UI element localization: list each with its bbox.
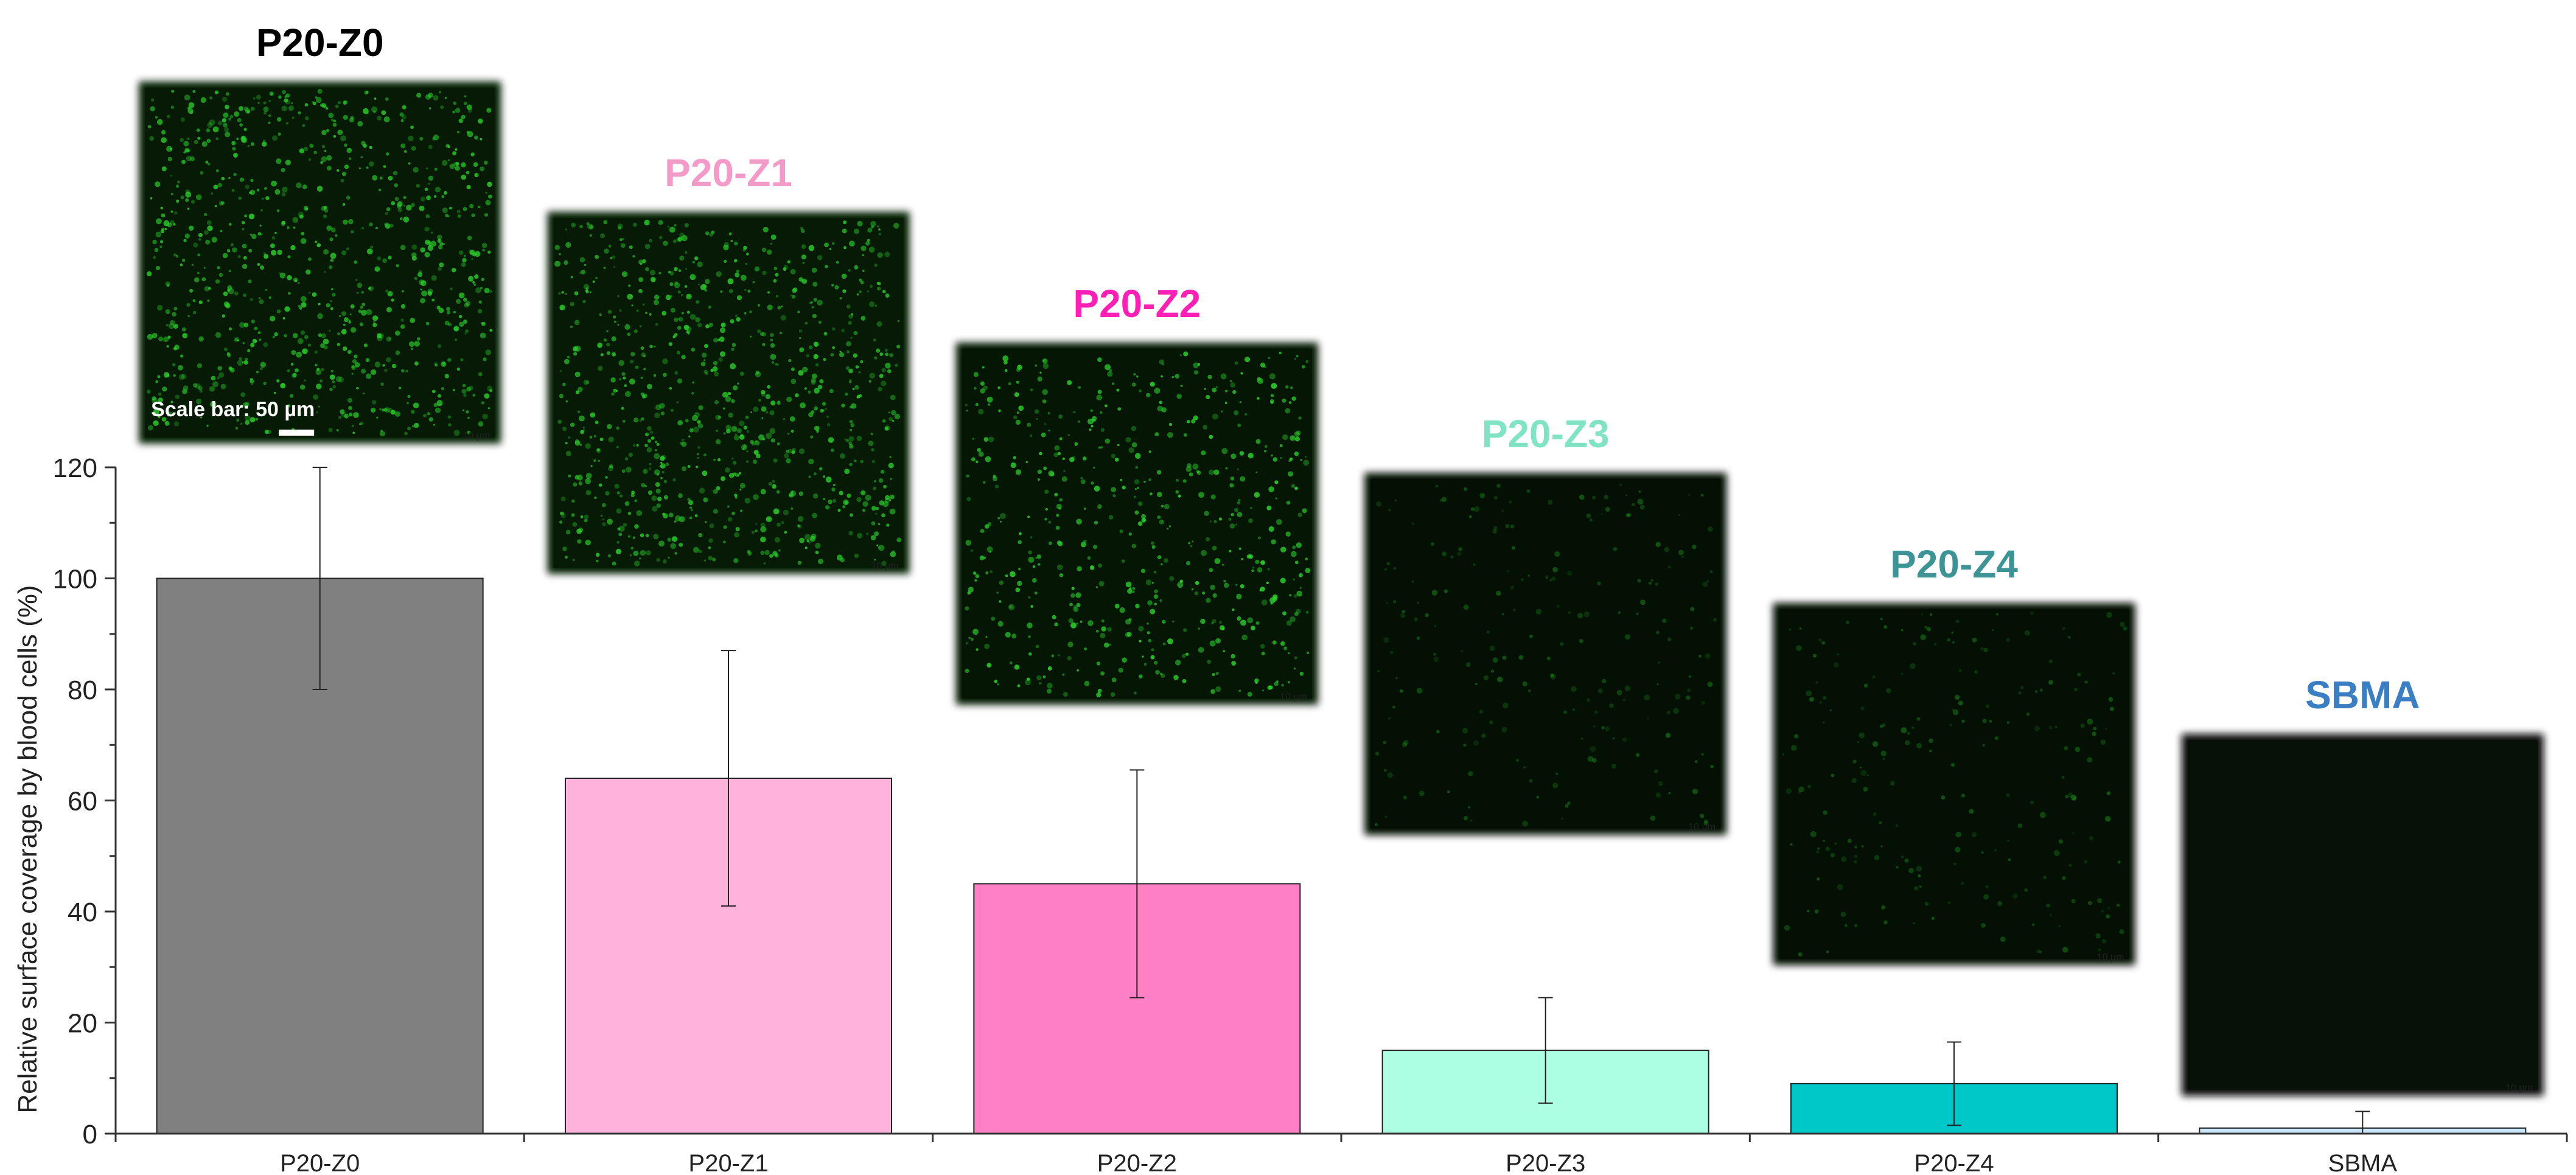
error-bar-p20-z1 [721,650,736,907]
y-axis-label: Relative surface coverage by blood cells… [13,585,43,1113]
y-tick-label: 20 [68,1009,97,1039]
micrograph-title: P20-Z0 [256,21,384,65]
micrograph-title: P20-Z3 [1482,412,1610,456]
micrograph-p20-z0: 10 µm Scale bar: 50 µm [139,82,501,444]
x-tick-label: P20-Z2 [1097,1150,1177,1175]
error-bar-p20-z0 [312,467,327,690]
micrograph-scale-label: 10 µm [2097,952,2124,963]
tick-layer: 0 20 40 60 80 100 120 [53,453,2568,1149]
y-tick-label: 0 [83,1120,97,1149]
error-bar-p20-z4 [1947,1041,1961,1126]
micrograph-scale-label: 10 µm [1688,822,1716,832]
scale-bar-label: Scale bar: 50 µm [151,398,315,421]
micrograph-sbma: 10 µm [2181,734,2544,1096]
micrograph-layer: 10 µm Scale bar: 50 µm P20-Z0 10 µm P20-Z1 10… [139,21,2544,1096]
micrograph-p20-z1: 10 µm [547,212,910,574]
y-tick-label: 60 [68,787,97,817]
micrograph-p20-z3: 10 µm [1364,473,1727,835]
scale-bar [279,430,315,436]
micrograph-p20-z2: 10 µm [955,343,1318,705]
micrograph-scale-label: 10 µm [462,431,490,441]
x-tick-label: P20-Z3 [1506,1150,1585,1175]
y-tick-label: 80 [68,675,97,705]
x-tick-label: SBMA [2328,1150,2398,1175]
y-tick-label: 120 [53,453,97,483]
micrograph-scale-label: 10 µm [2505,1083,2533,1093]
micrograph-title: P20-Z2 [1073,282,1201,326]
error-bar-p20-z3 [1538,997,1553,1104]
y-tick-label: 40 [68,898,97,927]
micrograph-scale-label: 10 µm [871,561,899,571]
bar-layer: P20-Z0 P20-Z1 P20-Z2 P20-Z3 P20-Z4 SBMA [156,467,2527,1175]
micrograph-title: P20-Z4 [1890,542,2018,586]
micrograph-scale-label: 10 µm [1280,692,1307,702]
y-tick-label: 100 [53,565,97,594]
x-tick-label: P20-Z1 [688,1150,768,1175]
micrograph-title: P20-Z1 [665,151,792,195]
error-bar-p20-z2 [1129,769,1145,999]
micrograph-title: SBMA [2305,673,2420,717]
x-tick-label: P20-Z4 [1914,1150,1994,1175]
micrograph-p20-z4: 10 µm [1773,603,2135,965]
x-tick-label: P20-Z0 [280,1150,360,1175]
